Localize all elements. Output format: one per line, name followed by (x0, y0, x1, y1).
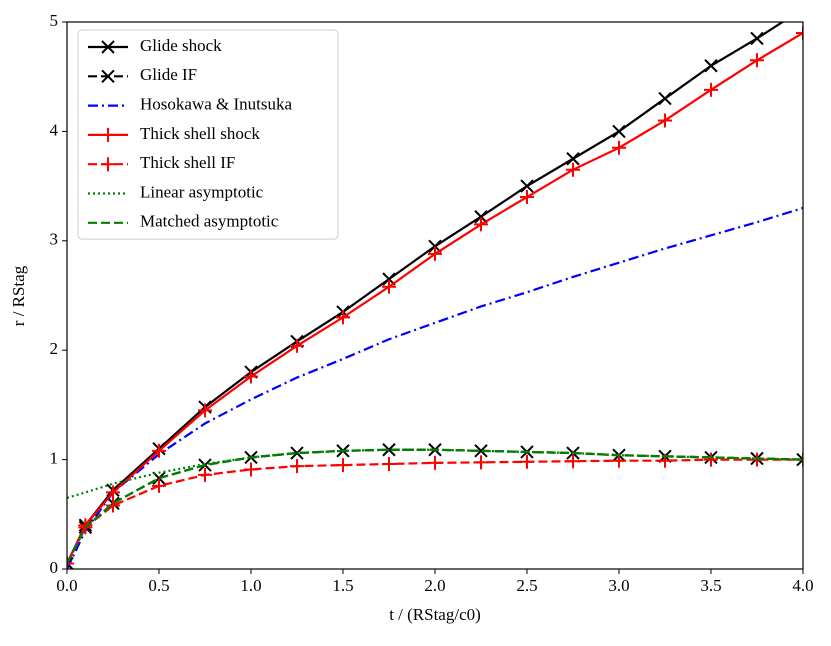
x-tick-label: 0.0 (56, 576, 77, 595)
marker (101, 127, 115, 142)
marker (474, 455, 488, 470)
axes-frame (66, 21, 804, 570)
y-tick-label: 4 (50, 120, 59, 139)
marker (152, 443, 166, 458)
marker (612, 140, 626, 155)
marker (704, 452, 718, 467)
y-tick-label: 3 (50, 230, 59, 249)
x-tick-label: 3.0 (608, 576, 629, 595)
x-tick-label: 2.0 (424, 576, 445, 595)
legend-label: Glide IF (140, 65, 197, 84)
marker (750, 31, 764, 46)
marker (428, 246, 442, 261)
x-tick-label: 1.5 (332, 576, 353, 595)
line (67, 448, 803, 499)
marker (106, 485, 120, 500)
x-tick-label: 3.5 (700, 576, 721, 595)
marker (106, 498, 120, 513)
marker (101, 69, 115, 84)
line (67, 31, 803, 565)
marker (152, 478, 166, 493)
y-tick-label: 1 (50, 449, 59, 468)
legend-label: Glide shock (140, 36, 222, 55)
y-axis-label: r / RStag (9, 265, 28, 326)
marker (658, 91, 672, 106)
marker (520, 454, 534, 469)
marker (796, 25, 803, 40)
marker (566, 152, 580, 166)
legend-box (77, 29, 339, 240)
marker (566, 454, 580, 469)
marker (101, 157, 115, 172)
marker (336, 458, 350, 473)
marker (198, 467, 212, 482)
marker (67, 556, 74, 569)
x-tick-label: 1.0 (240, 576, 261, 595)
marker (520, 190, 534, 205)
marker (290, 446, 304, 460)
marker (474, 217, 488, 232)
legend-label: Linear asymptotic (140, 182, 264, 201)
marker (198, 403, 212, 418)
marker (704, 59, 718, 73)
marker (244, 462, 258, 477)
marker (290, 338, 304, 353)
marker (474, 444, 488, 458)
marker (474, 210, 488, 224)
line (67, 458, 803, 565)
marker (750, 53, 764, 68)
marker (336, 310, 350, 325)
marker (382, 456, 396, 471)
marker (382, 279, 396, 294)
x-tick-label: 4.0 (792, 576, 813, 595)
marker (290, 459, 304, 474)
marker (612, 124, 626, 139)
marker (244, 369, 258, 384)
line (67, 206, 803, 569)
legend-label: Matched asymptotic (140, 212, 279, 231)
x-axis-label: t / (RStag/c0) (389, 605, 481, 624)
marker (796, 452, 803, 467)
marker (566, 162, 580, 177)
marker (704, 82, 718, 97)
legend-label: Hosokawa & Inutsuka (140, 95, 292, 114)
marker (67, 556, 74, 569)
legend-label: Thick shell IF (140, 153, 235, 172)
x-tick-label: 0.5 (148, 576, 169, 595)
marker (520, 179, 534, 193)
marker (101, 40, 115, 54)
legend-label: Thick shell shock (140, 124, 260, 143)
line (67, 22, 785, 565)
line (67, 448, 803, 565)
marker (658, 113, 672, 128)
y-tick-label: 2 (50, 339, 59, 358)
plot-area (67, 22, 803, 569)
x-tick-label: 2.5 (516, 576, 537, 595)
marker (428, 455, 442, 470)
y-tick-label: 5 (50, 11, 59, 30)
y-tick-label: 0 (50, 558, 59, 577)
